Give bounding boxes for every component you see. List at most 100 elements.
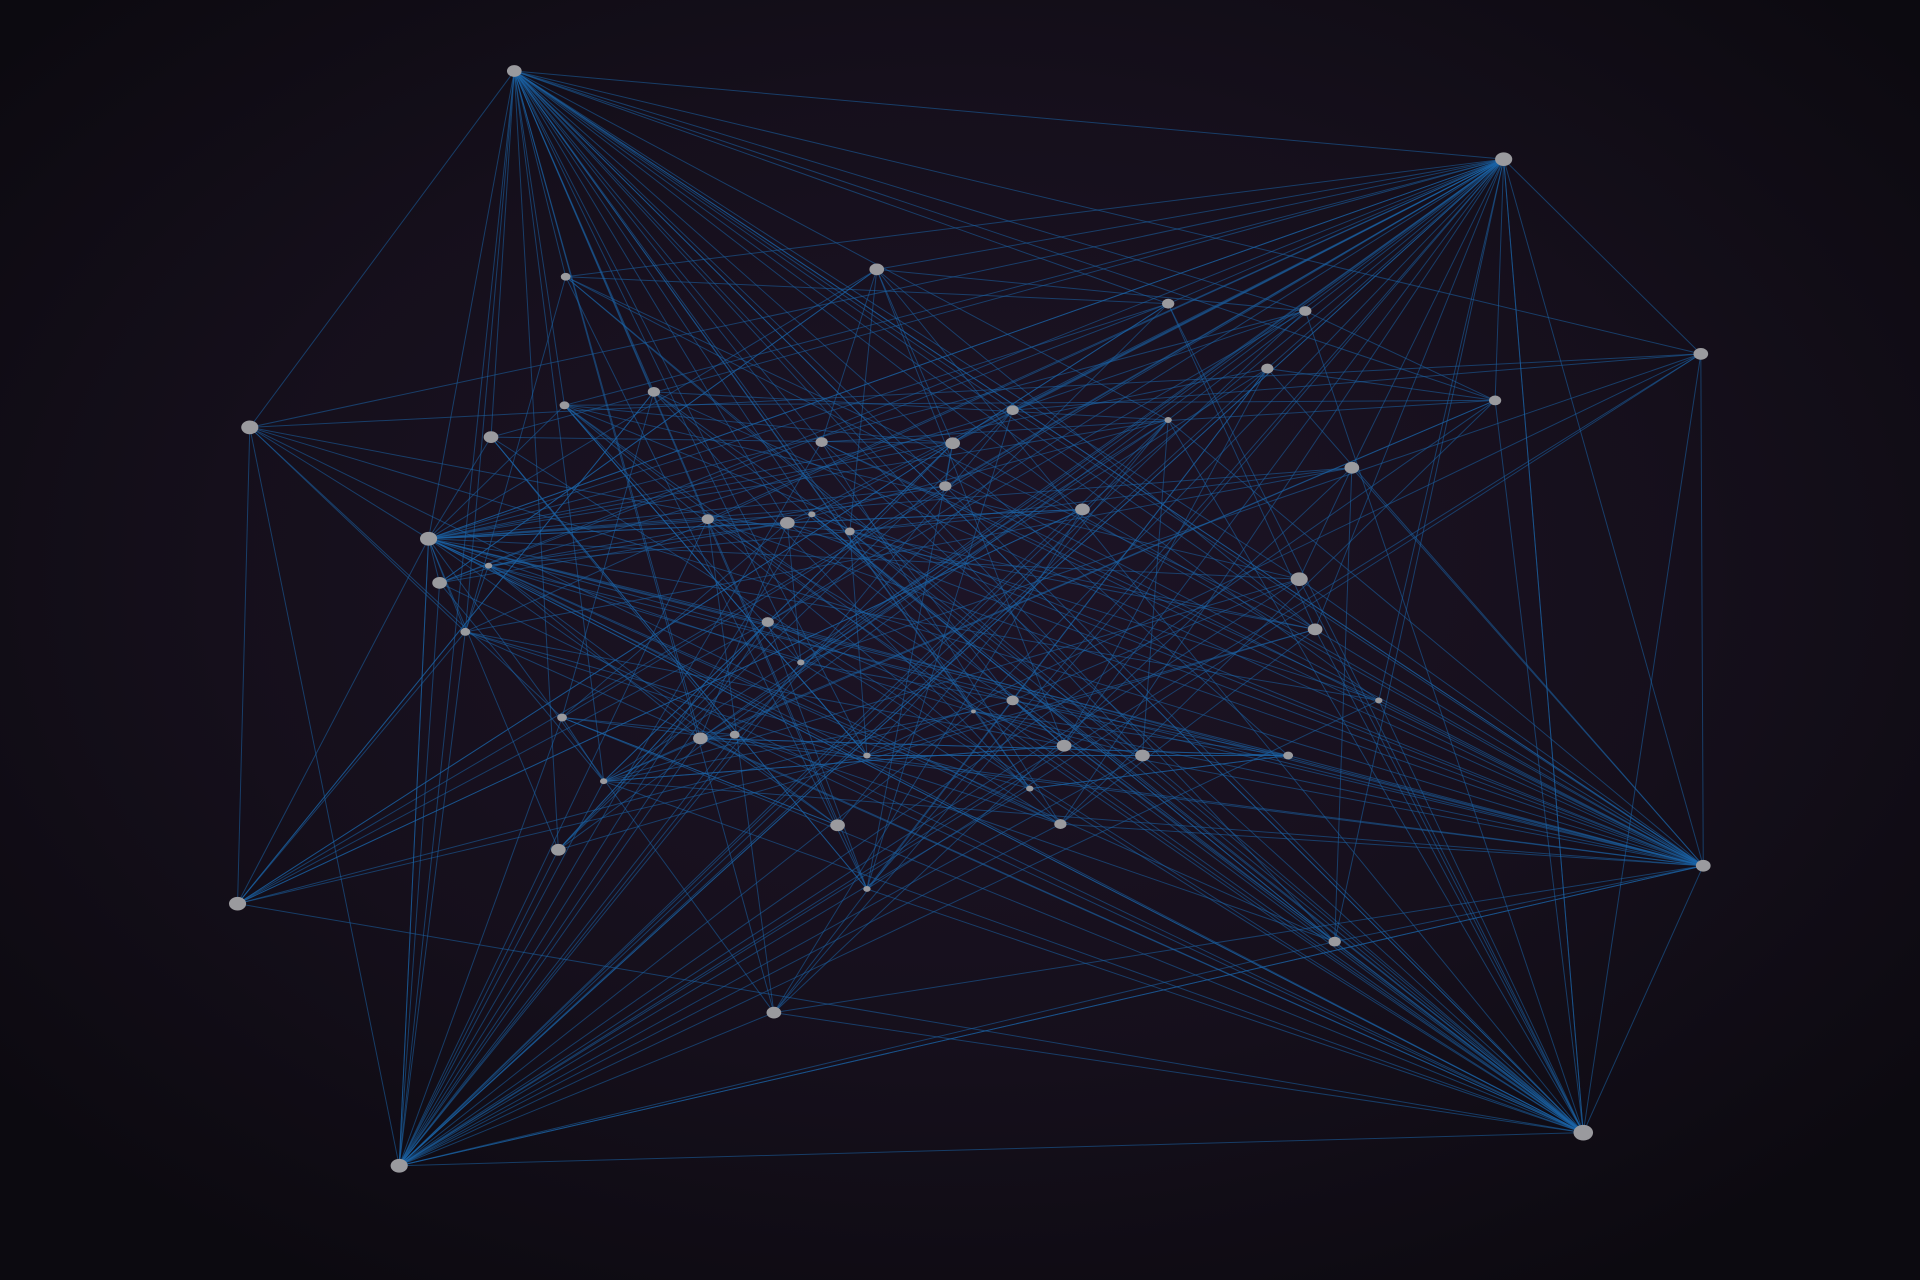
- edge: [428, 538, 1584, 1134]
- edge: [513, 70, 1289, 756]
- edge: [564, 404, 953, 444]
- edge: [973, 710, 1143, 756]
- edge: [603, 780, 1584, 1134]
- edge: [513, 70, 823, 443]
- edge: [490, 436, 736, 736]
- edge: [1314, 628, 1704, 867]
- edge: [237, 699, 1013, 905]
- edge: [557, 621, 769, 851]
- edge: [428, 538, 1379, 701]
- edge: [849, 269, 878, 532]
- edges: [237, 70, 1704, 1167]
- edge: [1141, 419, 1169, 756]
- node: [241, 420, 259, 435]
- edge: [514, 70, 1701, 355]
- edge: [1012, 409, 1704, 867]
- edge: [866, 419, 1169, 756]
- node: [559, 401, 570, 410]
- edge: [1029, 755, 1289, 790]
- edge: [490, 70, 515, 438]
- edge: [398, 353, 1702, 1167]
- edge: [399, 865, 1704, 1167]
- node: [390, 1158, 408, 1173]
- edge: [821, 441, 1584, 1134]
- edge: [465, 631, 1030, 790]
- edge: [428, 419, 1169, 540]
- edge: [837, 419, 1169, 826]
- edge: [398, 780, 605, 1166]
- edge: [1298, 578, 1584, 1133]
- edge: [249, 353, 1701, 428]
- edge: [490, 436, 868, 890]
- edge: [1167, 419, 1584, 1133]
- edge: [465, 631, 1061, 825]
- edge: [249, 70, 515, 428]
- edge: [564, 158, 1504, 406]
- edge: [1060, 628, 1316, 825]
- node: [484, 562, 493, 569]
- edge: [249, 158, 1504, 428]
- node: [797, 659, 805, 666]
- node: [945, 437, 960, 450]
- edge: [428, 538, 801, 663]
- edge: [398, 711, 974, 1167]
- node: [1290, 572, 1308, 587]
- edge: [237, 538, 430, 904]
- edge: [811, 158, 1504, 515]
- edge: [428, 538, 775, 1013]
- edge: [428, 404, 565, 540]
- node: [560, 272, 571, 281]
- edge: [821, 441, 1061, 825]
- edge: [513, 70, 605, 782]
- edge: [513, 70, 868, 756]
- edge: [398, 70, 515, 1166]
- edge: [603, 710, 974, 782]
- node: [815, 437, 828, 447]
- edge: [398, 662, 802, 1167]
- node: [432, 576, 447, 589]
- edge: [249, 426, 466, 633]
- edge: [398, 738, 701, 1167]
- node: [1328, 936, 1341, 947]
- node: [1495, 152, 1513, 167]
- node: [1261, 363, 1274, 374]
- edge: [398, 441, 823, 1166]
- edge: [249, 426, 1061, 825]
- edge: [1298, 578, 1704, 867]
- edge: [513, 70, 802, 663]
- edge: [945, 158, 1504, 487]
- edge: [773, 700, 1014, 1013]
- edge: [464, 565, 490, 633]
- edge: [514, 70, 1300, 580]
- edge: [707, 518, 1013, 701]
- node: [1006, 405, 1019, 416]
- edge: [488, 522, 788, 567]
- edge: [973, 158, 1505, 712]
- edge: [1167, 158, 1504, 421]
- edge: [565, 276, 1704, 867]
- edge: [464, 276, 567, 632]
- edge: [1334, 467, 1353, 942]
- edge: [564, 404, 1300, 580]
- edge: [249, 426, 429, 540]
- edge: [439, 582, 1584, 1134]
- edge: [1267, 368, 1496, 401]
- edge: [428, 268, 877, 540]
- edge: [398, 538, 430, 1166]
- edge: [249, 426, 1316, 630]
- node: [1693, 348, 1709, 360]
- node: [869, 263, 885, 276]
- edge: [1298, 467, 1353, 580]
- edge: [1060, 400, 1496, 825]
- edge: [465, 158, 1504, 633]
- edge: [653, 391, 1169, 421]
- edge: [1494, 159, 1505, 401]
- node: [1164, 417, 1172, 423]
- edge: [513, 70, 775, 1013]
- edge: [1060, 823, 1704, 867]
- edge: [876, 268, 1306, 312]
- edge: [513, 70, 565, 406]
- edge: [767, 621, 1584, 1134]
